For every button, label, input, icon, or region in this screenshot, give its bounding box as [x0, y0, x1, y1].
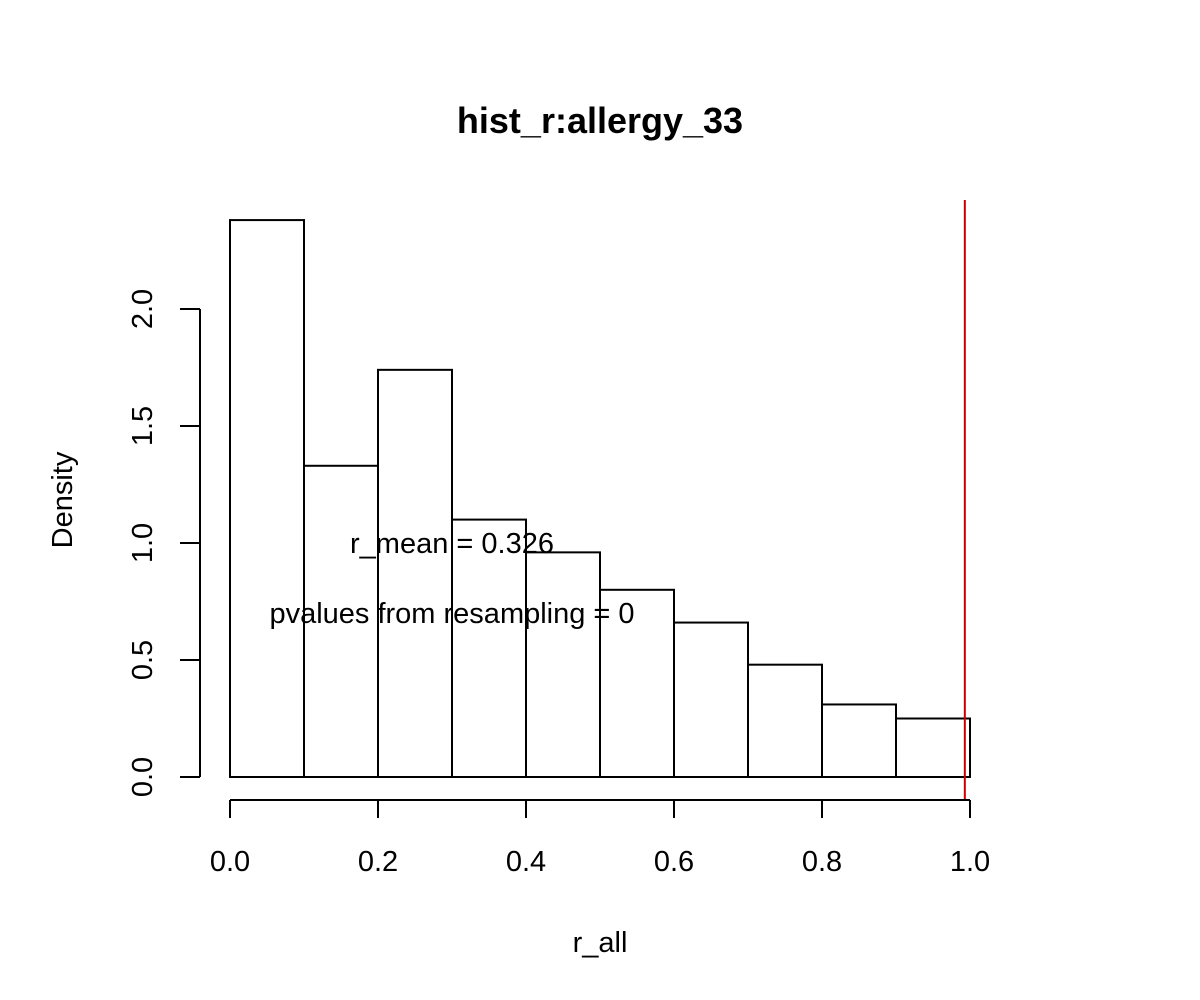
chart-title: hist_r:allergy_33 [457, 100, 743, 141]
x-tick-label: 1.0 [950, 846, 990, 878]
x-tick-label: 0.0 [210, 846, 250, 878]
x-tick-label: 0.8 [802, 846, 842, 878]
bars-group [229, 219, 971, 779]
histogram-bar [821, 703, 897, 779]
y-axis-label: Density [47, 451, 79, 548]
histogram-bar [747, 663, 823, 778]
x-axis-label: r_all [573, 927, 628, 959]
histogram-bar [229, 219, 305, 778]
annotation-text: r_mean = 0.326 [350, 528, 554, 560]
y-tick-label: 1.0 [127, 523, 159, 563]
x-tick-label: 0.2 [358, 846, 398, 878]
y-tick-label: 0.0 [127, 757, 159, 797]
histogram-bar [303, 464, 379, 778]
x-tick-label: 0.6 [654, 846, 694, 878]
annotations-group: r_mean = 0.326 pvalues from resampling = … [269, 528, 634, 630]
annotation-text: pvalues from resampling = 0 [269, 598, 634, 630]
y-tick-label: 0.5 [127, 640, 159, 680]
histogram-bar [599, 588, 675, 778]
y-tick-label: 2.0 [127, 289, 159, 329]
histogram-bar [377, 368, 453, 778]
histogram-bar [895, 717, 971, 778]
x-tick-label: 0.4 [506, 846, 546, 878]
y-axis: 0.0 0.5 1.0 1.5 2.0 [127, 289, 201, 797]
x-axis: 0.0 0.2 0.4 0.6 0.8 1.0 [210, 799, 990, 878]
histogram-bar [451, 518, 527, 778]
y-tick-label: 1.5 [127, 406, 159, 446]
histogram-bar [525, 551, 601, 778]
histogram-bar [673, 621, 749, 778]
